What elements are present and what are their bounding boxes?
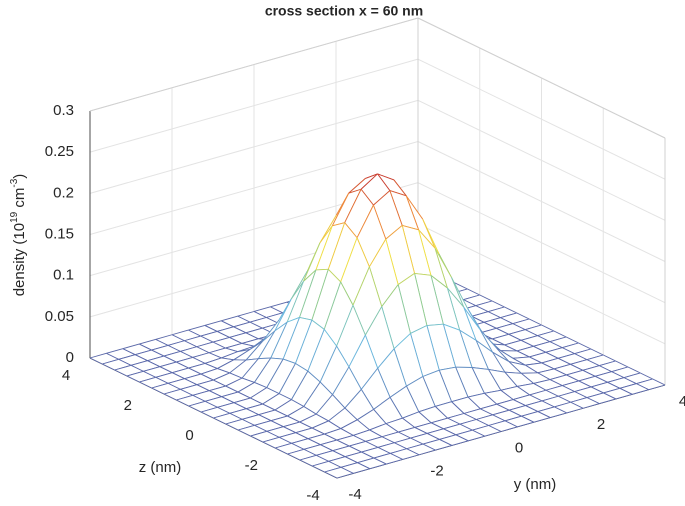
y-tick-label: 2 [597,416,605,433]
v-tick-label: 0.2 [53,184,74,201]
y-tick-label: -4 [348,486,361,501]
y-axis-label: y (nm) [514,476,557,493]
v-tick-label: 0.25 [45,143,74,160]
label-part: density (10 [11,223,28,296]
mesh-edge [258,358,270,359]
z-axis-label: z (nm) [139,459,182,476]
y-tick-label: -2 [430,463,443,480]
label-exponent: 19 [9,211,20,223]
z-tick-label: -2 [245,457,258,474]
z-tick-label: -4 [306,487,319,501]
v-tick-label: 0 [66,349,74,366]
v-tick-label: 0.15 [45,225,74,242]
chart-title: cross section x = 60 nm [265,3,423,19]
value-axis-label: density (1019 cm-3) [9,174,28,297]
z-tick-label: 2 [124,397,132,414]
label-part: cm [11,188,28,212]
mesh-edge [521,373,537,374]
mesh-edge [316,269,328,270]
z-tick-label: 4 [62,367,70,384]
y-tick-label: 4 [679,393,685,410]
v-tick-label: 0.05 [45,308,74,325]
y-tick-label: 0 [515,439,523,456]
v-tick-label: 0.3 [53,102,74,119]
label-part: ) [11,174,28,179]
v-tick-label: 0.1 [53,267,74,284]
z-tick-label: 0 [185,427,193,444]
